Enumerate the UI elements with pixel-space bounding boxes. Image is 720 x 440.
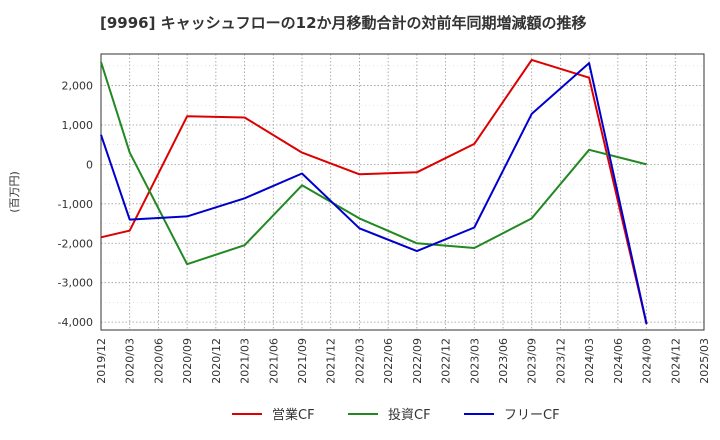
x-tick-label: 2020/12 (210, 338, 223, 384)
x-tick-label: 2021/06 (267, 338, 280, 384)
series-lines (100, 58, 648, 325)
x-tick-label: 2021/09 (296, 338, 309, 384)
x-tick-label: 2023/03 (468, 338, 481, 384)
series-line (100, 62, 648, 325)
x-tick-label: 2023/09 (526, 338, 539, 384)
y-axis-label: (百万円) (8, 171, 21, 213)
x-tick-label: 2024/12 (669, 338, 682, 384)
y-tick-label: 1,000 (62, 119, 94, 132)
x-tick-label: 2022/12 (440, 338, 453, 384)
x-tick-label: 2019/12 (95, 338, 108, 384)
plot-border (100, 53, 705, 331)
y-tick-label: 2,000 (62, 80, 94, 93)
x-tick-label: 2023/06 (497, 338, 510, 384)
x-tick-label: 2021/03 (239, 338, 252, 384)
x-tick-label: 2024/06 (612, 338, 625, 384)
x-tick-label: 2021/12 (325, 338, 338, 384)
chart-title: [9996] キャッシュフローの12か月移動合計の対前年同期増減額の推移 (100, 14, 587, 32)
plot-area (101, 54, 704, 330)
legend-label: フリーCF (504, 408, 560, 423)
x-tick-label: 2020/03 (124, 338, 137, 384)
y-tick-label: -2,000 (58, 237, 93, 250)
axes: 2019/12 2020/03 2020/06 2020/09 2020/12 2021/… (58, 53, 711, 384)
y-tick-label: -1,000 (58, 198, 93, 211)
x-tick-label: 2022/03 (353, 338, 366, 384)
legend-label: 投資CF (388, 407, 431, 423)
x-tick-label: 2022/09 (411, 338, 424, 384)
x-tick-label: 2023/12 (554, 338, 567, 384)
y-tick-label: -4,000 (58, 316, 93, 329)
y-tick-label: -3,000 (58, 277, 93, 290)
x-tick-label: 2025/03 (698, 338, 711, 384)
series-line (100, 58, 648, 325)
y-tick-label: 0 (86, 158, 93, 171)
legend-label: 営業CF (272, 407, 315, 423)
grid (100, 54, 705, 330)
x-tick-label: 2024/03 (583, 338, 596, 384)
series-line (100, 61, 647, 266)
x-tick-label: 2020/06 (152, 338, 165, 384)
x-tick-label: 2020/09 (181, 338, 194, 384)
x-tick-label: 2022/06 (382, 338, 395, 384)
legend: 営業CF 投資CF フリーCF (232, 407, 560, 423)
x-tick-label: 2024/09 (641, 338, 654, 384)
